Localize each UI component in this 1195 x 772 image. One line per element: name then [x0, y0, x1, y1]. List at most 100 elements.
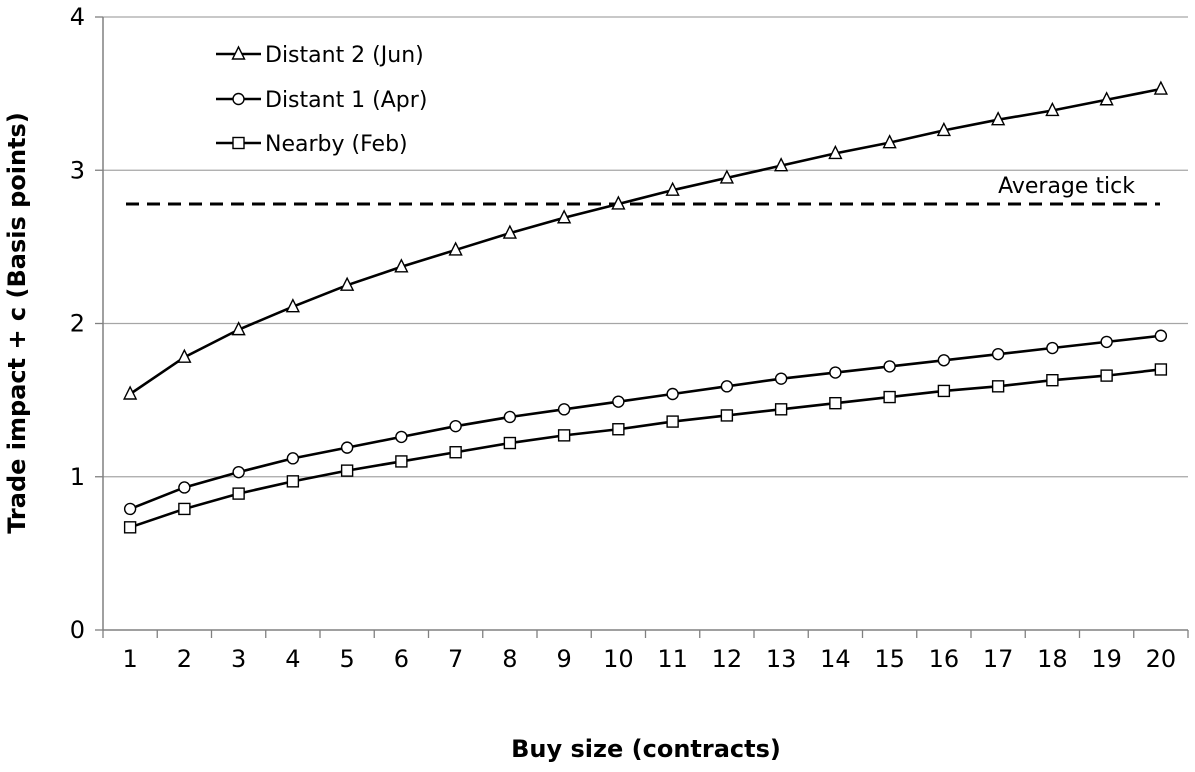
- square-marker: [991, 380, 1005, 393]
- triangle-marker: [556, 209, 572, 224]
- triangle-marker: [611, 195, 626, 210]
- circle-marker: [232, 465, 245, 479]
- circle-marker: [395, 430, 408, 444]
- square-marker: [178, 502, 191, 516]
- circle-marker: [232, 92, 245, 106]
- series-group: [122, 80, 1169, 534]
- x-tick-label: 18: [1037, 645, 1068, 673]
- x-tick-label: 11: [657, 645, 688, 673]
- x-tick-label: 2: [177, 645, 192, 673]
- x-tick-label: 13: [766, 645, 797, 673]
- triangle-marker: [339, 276, 355, 291]
- square-marker: [612, 423, 625, 436]
- triangle-marker: [665, 181, 680, 196]
- circle-marker: [286, 452, 300, 465]
- x-tick-label: 7: [448, 645, 463, 673]
- triangle-marker: [828, 144, 843, 160]
- x-tick-label: 3: [231, 645, 246, 673]
- x-tick-label: 16: [929, 645, 960, 673]
- average-tick-line: Average tick: [126, 174, 1160, 206]
- square-marker: [286, 475, 300, 488]
- circle-marker: [557, 403, 571, 416]
- circle-marker: [1046, 341, 1059, 355]
- triangle-marker: [936, 121, 952, 137]
- circle-marker: [666, 387, 679, 401]
- triangle-marker: [773, 157, 789, 172]
- x-tick-label: 9: [556, 645, 571, 673]
- y-tick-label: 2: [70, 310, 85, 338]
- square-marker: [829, 396, 842, 410]
- triangle-marker: [1153, 80, 1169, 95]
- series-2: [123, 363, 1168, 534]
- circle-marker: [612, 395, 625, 408]
- series-line: [129, 87, 1162, 396]
- legend-item: Nearby (Feb): [216, 132, 408, 157]
- circle-marker: [937, 354, 951, 367]
- square-marker: [123, 521, 137, 534]
- square-marker: [232, 136, 245, 150]
- circle-marker: [1154, 329, 1168, 342]
- average-tick-label: Average tick: [998, 174, 1135, 199]
- triangle-marker: [502, 224, 518, 239]
- x-tick-label: 1: [122, 645, 137, 673]
- legend: Distant 2 (Jun) Distant 1 (Apr) Nearby (Fe…: [216, 43, 427, 157]
- circle-marker: [340, 441, 354, 454]
- triangle-marker: [231, 45, 246, 60]
- triangle-marker: [394, 258, 409, 273]
- square-marker: [1046, 374, 1059, 387]
- triangle-marker: [1099, 91, 1114, 106]
- triangle-marker: [231, 321, 246, 336]
- series-0: [122, 80, 1169, 400]
- circle-marker: [178, 481, 191, 494]
- x-tick-labels: 1 2 3 4 5 6 7 8 9 10 11 12 13 14 15 16 17 18 19 20: [122, 645, 1176, 673]
- legend-label: Distant 1 (Apr): [265, 88, 427, 113]
- square-marker: [503, 436, 517, 450]
- series-line: [129, 368, 1162, 529]
- legend-item: Distant 1 (Apr): [216, 88, 427, 113]
- triangle-marker: [990, 111, 1006, 126]
- x-tick-label: 5: [339, 645, 354, 673]
- square-marker: [395, 455, 408, 468]
- circle-marker: [883, 360, 896, 373]
- y-tick-label: 0: [70, 616, 85, 644]
- square-marker: [720, 409, 734, 422]
- circle-marker: [720, 380, 734, 393]
- y-tick-label: 4: [70, 3, 85, 31]
- y-tick-label: 1: [70, 463, 85, 491]
- square-marker: [774, 403, 788, 416]
- triangle-marker: [285, 298, 301, 313]
- x-tick-label: 6: [394, 645, 409, 673]
- circle-marker: [1100, 335, 1113, 349]
- circle-marker: [829, 366, 842, 379]
- legend-item: Distant 2 (Jun): [216, 43, 424, 68]
- x-tick-label: 12: [712, 645, 743, 673]
- x-axis-title: Buy size (contracts): [511, 735, 781, 763]
- x-tick-label: 4: [285, 645, 300, 673]
- legend-label: Distant 2 (Jun): [265, 43, 424, 68]
- triangle-marker: [177, 348, 192, 363]
- circle-marker: [503, 410, 517, 424]
- triangle-marker: [719, 169, 735, 184]
- square-marker: [449, 446, 462, 459]
- x-tick-label: 8: [502, 645, 517, 673]
- square-marker: [557, 429, 571, 442]
- y-tick-label: 3: [70, 156, 85, 184]
- circle-marker: [123, 502, 137, 516]
- x-tick-label: 20: [1146, 645, 1177, 673]
- x-tick-label: 10: [603, 645, 634, 673]
- gridlines: [103, 16, 1188, 478]
- legend-label: Nearby (Feb): [265, 132, 408, 157]
- circle-marker: [991, 347, 1005, 361]
- triangle-marker: [448, 241, 463, 256]
- x-tick-label: 14: [820, 645, 851, 673]
- y-tick-labels: 0 1 2 3 4: [70, 3, 85, 644]
- circle-marker: [774, 372, 788, 385]
- x-tick-label: 15: [874, 645, 905, 673]
- square-marker: [883, 390, 896, 404]
- circle-marker: [449, 419, 462, 433]
- series-1: [123, 329, 1168, 516]
- square-marker: [1100, 369, 1113, 382]
- triangle-marker: [122, 385, 138, 400]
- series-line: [129, 334, 1162, 511]
